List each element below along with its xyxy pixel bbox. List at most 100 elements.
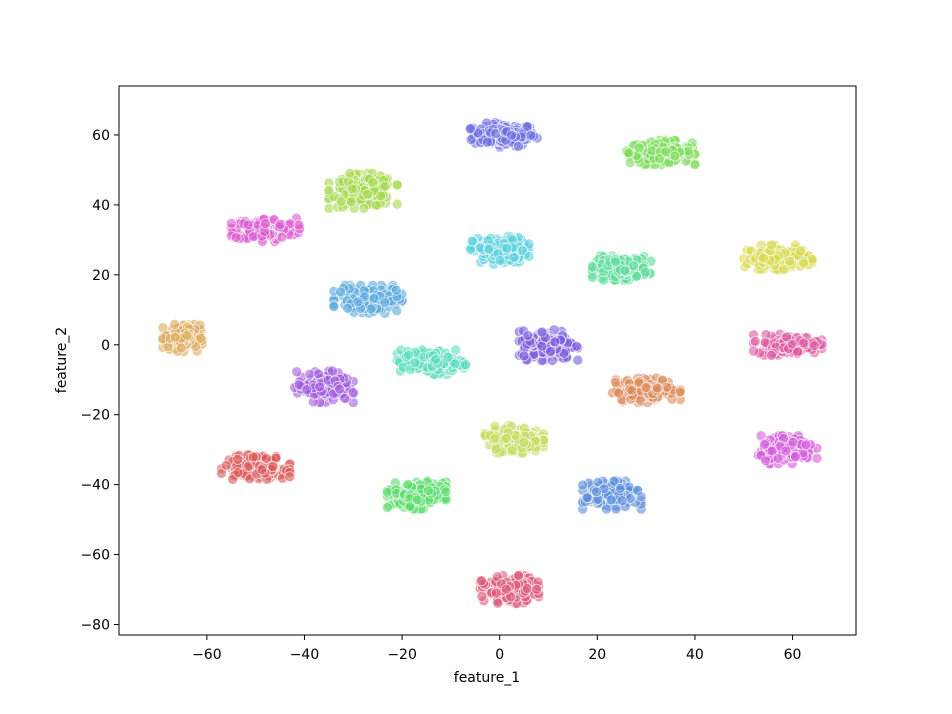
- data-point: [518, 350, 530, 362]
- cluster-20: [474, 570, 545, 609]
- data-point: [379, 297, 391, 308]
- data-point: [195, 332, 207, 344]
- cluster-8: [328, 279, 408, 319]
- data-point: [500, 583, 512, 595]
- data-point: [640, 266, 651, 278]
- data-point: [587, 261, 598, 273]
- data-point: [259, 218, 271, 230]
- data-point: [795, 245, 806, 257]
- data-point: [758, 252, 769, 264]
- data-point: [260, 452, 272, 464]
- data-point: [615, 482, 626, 494]
- data-point: [326, 365, 338, 377]
- data-point: [342, 302, 353, 314]
- data-point: [601, 503, 612, 515]
- data-point: [549, 336, 561, 348]
- data-point: [404, 501, 416, 513]
- data-point: [489, 433, 501, 445]
- data-point: [358, 202, 370, 214]
- data-point: [465, 134, 477, 146]
- data-point: [483, 243, 495, 255]
- cluster-2: [621, 134, 701, 171]
- data-point: [787, 436, 799, 448]
- data-point: [613, 387, 624, 399]
- data-point: [800, 439, 812, 451]
- cluster-12: [391, 344, 471, 380]
- data-point: [242, 219, 254, 231]
- data-point: [605, 494, 617, 506]
- data-point: [346, 183, 358, 195]
- data-point: [531, 583, 543, 595]
- data-point: [506, 444, 518, 456]
- x-axis-label: feature_1: [454, 670, 520, 686]
- plot-frame: [118, 85, 857, 636]
- x-axis: −60 −40 −20 0 20 40 60: [192, 635, 801, 663]
- data-point: [545, 345, 556, 357]
- data-point: [403, 349, 414, 361]
- data-point: [314, 381, 326, 393]
- data-point: [276, 231, 288, 243]
- data-point: [301, 384, 313, 396]
- data-point: [344, 167, 356, 179]
- data-point: [781, 331, 793, 343]
- data-point: [365, 303, 377, 315]
- data-point: [760, 455, 771, 467]
- data-point: [464, 123, 476, 135]
- data-point: [522, 330, 534, 341]
- data-point: [513, 570, 524, 581]
- data-point: [169, 318, 181, 330]
- data-point: [175, 342, 187, 354]
- data-point: [651, 382, 663, 394]
- data-point: [798, 337, 810, 349]
- data-point: [610, 256, 621, 268]
- data-point: [352, 296, 364, 308]
- data-point: [367, 177, 379, 188]
- x-tick-label: 20: [588, 647, 606, 663]
- data-point: [391, 179, 403, 191]
- data-point: [256, 464, 268, 476]
- data-point: [766, 349, 777, 361]
- data-point: [674, 386, 686, 398]
- data-point: [466, 235, 478, 247]
- data-point: [475, 575, 487, 587]
- data-point: [335, 195, 347, 207]
- data-point: [635, 491, 647, 503]
- cluster-18: [381, 475, 452, 515]
- data-point: [501, 242, 513, 254]
- data-point: [616, 495, 628, 507]
- cluster-1: [464, 117, 543, 153]
- y-axis-label: feature_2: [54, 327, 70, 393]
- data-point: [362, 188, 373, 200]
- data-point: [291, 366, 303, 378]
- data-point: [335, 286, 347, 298]
- data-point: [669, 150, 681, 162]
- cluster-17: [216, 449, 296, 485]
- data-point: [274, 219, 286, 230]
- data-point: [628, 260, 639, 272]
- data-point: [284, 471, 296, 483]
- data-point: [525, 129, 537, 141]
- data-point: [623, 147, 634, 159]
- data-point: [536, 326, 548, 338]
- data-point: [368, 293, 380, 304]
- data-point: [577, 479, 589, 491]
- data-point: [798, 257, 809, 269]
- data-point: [390, 284, 402, 296]
- data-point: [328, 301, 340, 313]
- data-point: [476, 591, 488, 602]
- y-tick-label: 20: [92, 268, 110, 284]
- data-point: [780, 445, 792, 457]
- cluster-16: [753, 430, 823, 470]
- data-point: [521, 583, 533, 594]
- data-point: [402, 478, 414, 490]
- data-point: [181, 330, 193, 341]
- data-point: [323, 184, 335, 196]
- data-point: [506, 129, 517, 141]
- cluster-10: [513, 324, 584, 366]
- data-point: [572, 354, 584, 366]
- data-point: [230, 232, 242, 243]
- data-point: [379, 180, 391, 192]
- data-point: [778, 264, 790, 276]
- x-tick-label: 60: [784, 647, 802, 663]
- data-point: [481, 136, 493, 148]
